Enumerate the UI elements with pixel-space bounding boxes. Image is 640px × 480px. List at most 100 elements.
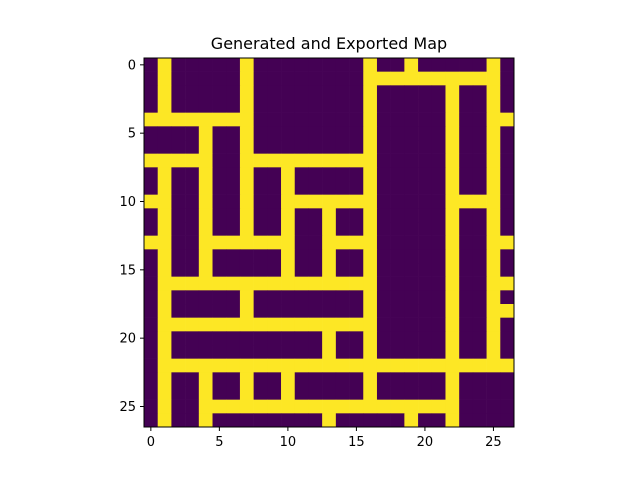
heatmap-cell [431, 413, 446, 428]
heatmap-cell [308, 126, 323, 141]
heatmap-cell [335, 194, 350, 209]
heatmap-cell [322, 235, 337, 250]
heatmap-cell [431, 386, 446, 400]
heatmap-cell [294, 290, 309, 305]
heatmap-cell [376, 153, 391, 168]
heatmap-cell [144, 140, 159, 154]
heatmap-cell [376, 358, 391, 373]
heatmap-cell [308, 276, 323, 291]
heatmap-cell [459, 345, 474, 359]
heatmap-cell [335, 71, 350, 86]
heatmap-cell [472, 249, 487, 264]
heatmap-cell [500, 399, 515, 414]
heatmap-cell [157, 112, 172, 127]
heatmap-cell [171, 208, 186, 223]
heatmap-cell [404, 413, 419, 428]
heatmap-cell [157, 58, 172, 72]
heatmap-cell [445, 276, 460, 291]
heatmap-cell [363, 386, 378, 400]
heatmap-cell [418, 304, 433, 318]
heatmap-cell [171, 263, 186, 277]
heatmap-cell [322, 194, 337, 209]
heatmap-cell [349, 372, 364, 387]
heatmap-cell [253, 372, 268, 387]
heatmap-cell [335, 317, 350, 332]
heatmap-cell [486, 99, 501, 113]
y-tick-label: 15 [119, 263, 136, 278]
heatmap-cell [198, 126, 213, 141]
heatmap-cell [198, 140, 213, 154]
heatmap-cell [157, 126, 172, 141]
heatmap-cell [363, 317, 378, 332]
heatmap-cell [294, 112, 309, 127]
heatmap-cell [418, 263, 433, 277]
heatmap-cell [363, 358, 378, 373]
heatmap-cell [390, 317, 405, 332]
heatmap-cell [267, 372, 282, 387]
heatmap-cell [500, 194, 515, 209]
heatmap-cell [500, 99, 515, 113]
heatmap-cell [294, 140, 309, 154]
heatmap-cell [239, 181, 254, 195]
heatmap-cell [390, 372, 405, 387]
heatmap-cell [349, 167, 364, 182]
heatmap-cell [157, 372, 172, 387]
heatmap-cell [294, 85, 309, 100]
heatmap-cell [185, 372, 200, 387]
heatmap-cell [294, 399, 309, 414]
heatmap-cell [281, 126, 296, 141]
heatmap-cell [500, 304, 515, 318]
heatmap-cell [198, 358, 213, 373]
heatmap-cell [198, 194, 213, 209]
heatmap-cell [404, 276, 419, 291]
heatmap-cell [500, 263, 515, 277]
heatmap-cell [157, 153, 172, 168]
heatmap-cell [472, 153, 487, 168]
heatmap-cell [267, 194, 282, 209]
heatmap-cell [404, 71, 419, 86]
heatmap-cell [472, 181, 487, 195]
heatmap-cell [363, 345, 378, 359]
heatmap-cell [431, 304, 446, 318]
heatmap-cell [322, 413, 337, 428]
heatmap-cell [144, 358, 159, 373]
heatmap-cell [445, 235, 460, 250]
heatmap-cell [486, 71, 501, 86]
heatmap-cell [144, 58, 159, 72]
heatmap-cell [171, 249, 186, 264]
heatmap-cell [239, 71, 254, 86]
heatmap-cell [486, 153, 501, 168]
heatmap-cell [322, 358, 337, 373]
heatmap-cell [157, 386, 172, 400]
heatmap-cell [431, 181, 446, 195]
heatmap-cell [418, 317, 433, 332]
heatmap-cell [349, 140, 364, 154]
heatmap-cell [418, 399, 433, 414]
heatmap-cell [322, 249, 337, 264]
heatmap-cell [157, 167, 172, 182]
heatmap-cell [308, 235, 323, 250]
heatmap-cell [445, 153, 460, 168]
heatmap-cell [335, 140, 350, 154]
x-axis: 0 5 10 15 20 25 [147, 427, 502, 450]
heatmap-cell [239, 263, 254, 277]
heatmap-cell [445, 317, 460, 332]
heatmap-cell [376, 276, 391, 291]
heatmap-cell [185, 85, 200, 100]
heatmap-cell [267, 181, 282, 195]
heatmap-cell [376, 112, 391, 127]
heatmap-cell [335, 167, 350, 182]
heatmap-cell [157, 358, 172, 373]
heatmap-cell [335, 85, 350, 100]
heatmap-cell [226, 386, 241, 400]
heatmap-cell [459, 112, 474, 127]
heatmap-cell [376, 126, 391, 141]
heatmap-cell [294, 358, 309, 373]
heatmap-cell [335, 276, 350, 291]
heatmap-cell [418, 358, 433, 373]
heatmap-cell [171, 140, 186, 154]
heatmap-cell [281, 276, 296, 291]
heatmap-cell [185, 181, 200, 195]
heatmap-cell [198, 85, 213, 100]
heatmap-cell [335, 58, 350, 72]
